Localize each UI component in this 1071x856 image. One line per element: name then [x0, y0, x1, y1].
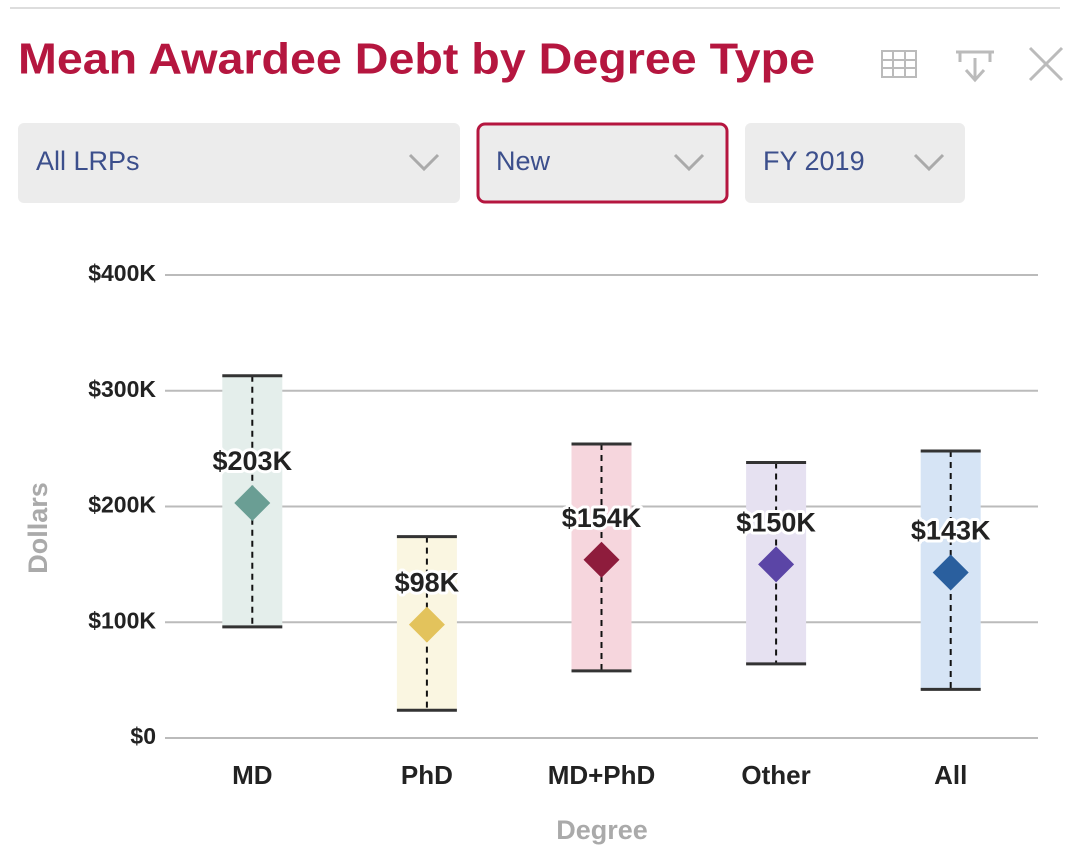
mean-marker	[932, 554, 969, 591]
dropdown[interactable]: All LRPs	[18, 123, 460, 203]
data-label: $98K	[395, 568, 460, 598]
x-tick-label: MD+PhD	[548, 760, 656, 790]
y-tick-label: $400K	[88, 260, 156, 286]
close-icon[interactable]	[1028, 46, 1064, 82]
table-icon[interactable]	[881, 50, 917, 78]
y-tick-label: $100K	[88, 607, 156, 633]
dropdown[interactable]: FY 2019	[745, 123, 965, 203]
dropdown-label: FY 2019	[763, 146, 865, 176]
chart-title: Mean Awardee Debt by Degree Type	[18, 35, 815, 84]
y-axis-label: Dollars	[23, 482, 53, 574]
data-label: $143K	[911, 516, 991, 546]
x-tick-label: PhD	[401, 760, 453, 790]
dropdown-label: All LRPs	[36, 146, 140, 176]
dropdown[interactable]: New	[476, 122, 729, 204]
mean-marker	[583, 541, 620, 578]
y-tick-label: $200K	[88, 492, 156, 518]
mean-marker	[408, 606, 445, 643]
x-axis-label: Degree	[556, 815, 648, 845]
x-tick-label: Other	[741, 760, 810, 790]
mean-marker	[758, 546, 795, 583]
y-tick-label: $0	[130, 723, 156, 749]
x-tick-label: MD	[232, 760, 272, 790]
data-label: $150K	[736, 508, 816, 538]
dropdown-label: New	[496, 146, 551, 176]
mean-marker	[234, 485, 271, 522]
download-icon[interactable]	[956, 50, 994, 83]
data-label: $154K	[562, 503, 642, 533]
x-tick-label: All	[934, 760, 967, 790]
data-label: $203K	[213, 446, 293, 476]
y-tick-label: $300K	[88, 376, 156, 402]
